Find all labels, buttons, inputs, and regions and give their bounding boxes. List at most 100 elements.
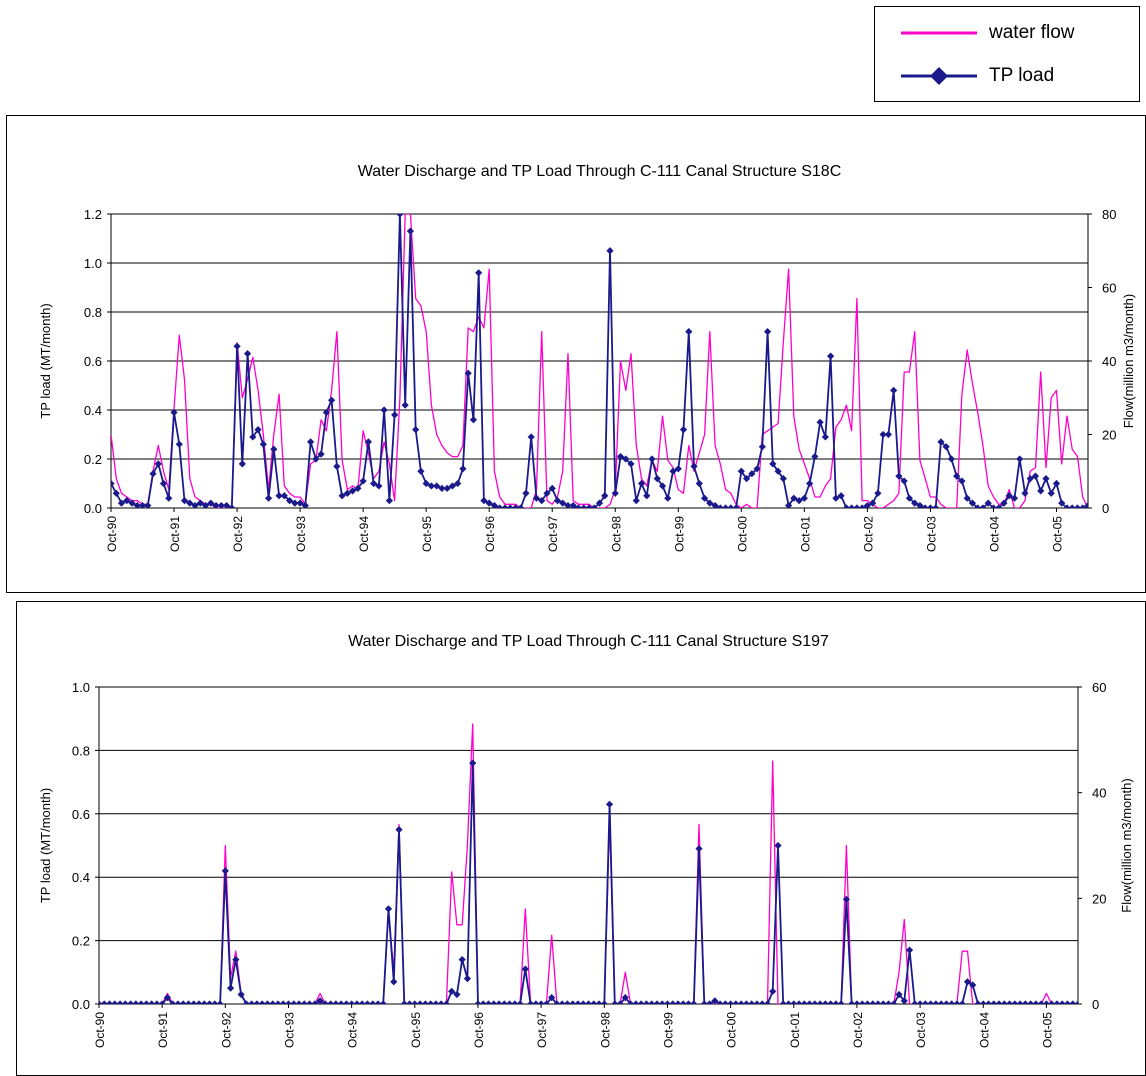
data-point-tp-load <box>307 438 315 446</box>
data-point-tp-load <box>405 1000 414 1004</box>
data-point-tp-load <box>632 497 640 505</box>
data-point-tp-load <box>811 1000 819 1004</box>
data-point-tp-load <box>548 994 556 1002</box>
data-point-tp-load <box>284 1000 293 1004</box>
y-tick-label: 1.2 <box>84 207 102 222</box>
data-point-tp-load <box>311 1000 319 1004</box>
data-point-tp-load <box>174 1000 182 1004</box>
data-point-tp-load <box>790 1000 798 1004</box>
data-point-tp-load <box>317 450 325 458</box>
data-point-tp-load <box>753 1000 761 1004</box>
data-point-tp-load <box>391 411 399 419</box>
data-point-tp-load <box>605 800 614 808</box>
x-tick-label: Oct-05 <box>1050 516 1064 552</box>
data-point-tp-load <box>947 455 956 463</box>
y2-axis-label: Flow(million m3/month) <box>1121 294 1136 428</box>
data-point-tp-load <box>584 1000 593 1004</box>
data-point-tp-load <box>363 1000 372 1004</box>
data-point-tp-load <box>911 499 919 507</box>
data-point-tp-load <box>1032 1000 1040 1004</box>
data-point-tp-load <box>774 467 782 475</box>
y-tick-label: 0.2 <box>72 934 90 949</box>
data-point-tp-load <box>433 482 441 490</box>
data-point-tp-load <box>858 1000 866 1004</box>
data-point-tp-load <box>191 501 199 508</box>
data-point-tp-load <box>1101 1000 1108 1007</box>
x-tick-label: Oct-97 <box>535 1012 549 1048</box>
data-point-tp-load <box>196 499 204 507</box>
data-point-tp-load <box>590 1000 598 1004</box>
x-tick-label: Oct-93 <box>294 516 308 552</box>
data-point-tp-load <box>853 1000 861 1004</box>
data-point-tp-load <box>832 494 840 502</box>
data-point-tp-load <box>332 1000 340 1004</box>
data-point-tp-load <box>921 504 929 508</box>
data-point-tp-load <box>490 1000 498 1004</box>
data-point-tp-load <box>217 501 225 508</box>
y2-tick-label: 80 <box>1102 207 1116 222</box>
data-point-tp-load <box>911 1000 919 1004</box>
data-point-tp-load <box>1042 1000 1051 1004</box>
y-tick-label: 1.0 <box>72 680 90 695</box>
data-point-tp-load <box>569 1000 577 1004</box>
data-point-tp-load <box>158 1000 166 1004</box>
data-point-tp-load <box>295 1000 303 1004</box>
y2-tick-label: 40 <box>1102 354 1116 369</box>
data-point-tp-load <box>642 1000 650 1004</box>
data-point-tp-load <box>1090 500 1097 507</box>
data-point-tp-load <box>149 470 157 478</box>
data-point-tp-load <box>616 452 625 461</box>
data-point-tp-load <box>416 1000 424 1004</box>
data-point-tp-load <box>238 460 246 468</box>
series-water-flow <box>111 214 1088 508</box>
data-point-tp-load <box>411 1000 419 1004</box>
x-tick-label: Oct-05 <box>1040 1012 1054 1048</box>
data-point-tp-load <box>200 1000 208 1004</box>
data-point-tp-load <box>1042 475 1050 483</box>
data-point-tp-load <box>806 479 814 488</box>
data-point-tp-load <box>301 501 309 508</box>
data-point-tp-load <box>153 1000 161 1004</box>
data-point-tp-load <box>369 1000 377 1004</box>
legend-label: water flow <box>989 22 1075 43</box>
data-point-tp-load <box>779 475 787 483</box>
data-point-tp-load <box>884 430 892 439</box>
data-point-tp-load <box>1138 1000 1145 1007</box>
data-point-tp-load <box>648 455 656 463</box>
data-point-tp-load <box>559 499 567 507</box>
data-point-tp-load <box>690 462 698 470</box>
data-point-tp-load <box>774 841 782 850</box>
data-point-tp-load <box>621 994 629 1002</box>
data-point-tp-load <box>538 497 546 505</box>
data-point-tp-load <box>1127 1000 1134 1007</box>
data-point-tp-load <box>580 504 588 508</box>
data-point-tp-load <box>348 1000 356 1004</box>
data-point-tp-load <box>358 1000 366 1004</box>
x-tick-label: Oct-03 <box>914 1012 928 1048</box>
data-point-tp-load <box>874 489 882 497</box>
data-point-tp-load <box>165 494 173 502</box>
data-point-tp-load <box>226 984 235 992</box>
data-point-tp-load <box>379 1000 387 1004</box>
data-point-tp-load <box>732 504 740 508</box>
data-point-tp-load <box>600 1000 608 1004</box>
data-point-tp-load <box>627 1000 635 1004</box>
data-point-tp-load <box>506 504 514 508</box>
x-tick-label: Oct-02 <box>861 516 875 552</box>
data-point-tp-load <box>1063 504 1071 508</box>
x-tick-label: Oct-97 <box>546 516 560 552</box>
data-point-tp-load <box>1105 477 1112 484</box>
data-point-tp-load <box>1116 477 1123 484</box>
data-point-tp-load <box>1000 1000 1008 1004</box>
data-point-tp-load <box>469 759 477 767</box>
x-tick-label: Oct-00 <box>725 1012 739 1048</box>
data-point-tp-load <box>727 1000 735 1004</box>
data-point-tp-load <box>500 1000 508 1004</box>
data-point-tp-load <box>421 1000 429 1004</box>
x-tick-label: Oct-00 <box>735 516 749 552</box>
data-point-tp-load <box>458 956 466 964</box>
series-water-flow <box>99 723 1078 1004</box>
x-tick-label: Oct-96 <box>483 516 497 552</box>
data-point-tp-load <box>664 494 672 502</box>
data-point-tp-load <box>721 504 730 508</box>
